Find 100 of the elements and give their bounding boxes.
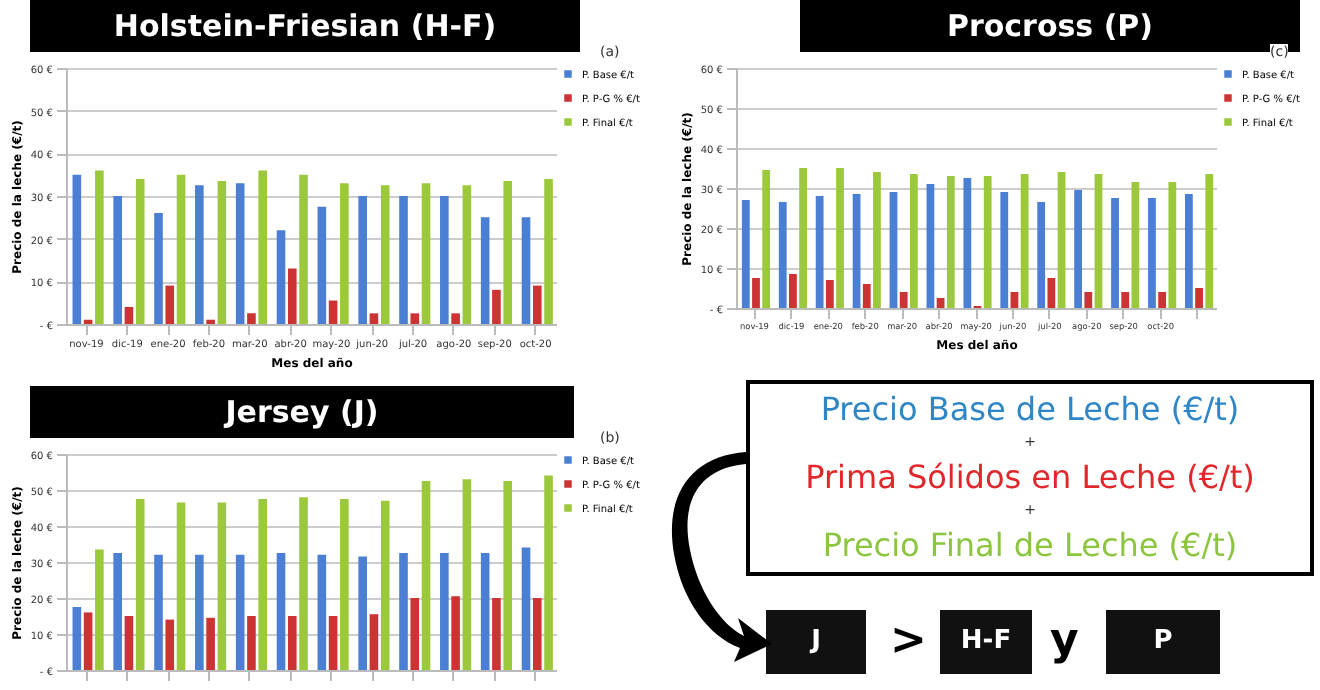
bar (480, 217, 490, 324)
bar (317, 206, 327, 324)
bar (889, 192, 898, 308)
bar (369, 313, 379, 324)
bar (421, 481, 431, 670)
bar (72, 607, 82, 670)
bar (799, 168, 807, 308)
bar (1168, 182, 1177, 308)
bar (317, 554, 327, 670)
bar (83, 612, 93, 670)
bar (154, 213, 163, 324)
bar (380, 500, 390, 670)
bar (124, 616, 134, 670)
bar (72, 174, 82, 324)
bar (299, 497, 308, 670)
bar (983, 176, 992, 308)
bar (836, 168, 844, 308)
bar (1000, 192, 1009, 308)
text: > (890, 614, 927, 670)
bar (235, 554, 245, 670)
bar (852, 194, 861, 308)
bar (544, 178, 553, 324)
bar (410, 598, 420, 670)
bar (217, 181, 227, 324)
bar (1184, 194, 1193, 308)
bar (521, 547, 531, 670)
bar (909, 174, 918, 308)
bar (1131, 182, 1140, 308)
bar (340, 499, 349, 670)
bar (492, 598, 501, 670)
bar (124, 306, 134, 324)
bar (963, 178, 972, 308)
bar (532, 285, 542, 324)
bar (113, 553, 122, 670)
bar (299, 174, 308, 324)
bar (328, 300, 338, 324)
bar (862, 284, 871, 308)
bar (440, 196, 449, 324)
bar (492, 289, 501, 324)
bar (503, 181, 513, 324)
bar (195, 185, 204, 324)
bar (532, 598, 542, 670)
bar (113, 196, 122, 324)
text: Precio Final de Leche (€/t) (820, 524, 1240, 568)
text: Precio Base de Leche (€/t) (818, 388, 1242, 432)
bar (762, 170, 771, 308)
bar (217, 502, 227, 670)
text: H-F (940, 610, 1032, 674)
bar (480, 553, 490, 670)
bar (946, 176, 955, 308)
bar (462, 479, 472, 670)
bar (1121, 292, 1130, 308)
bar (287, 268, 297, 324)
chart-title: Jersey (J) (30, 386, 574, 438)
chart-title: Procross (P) (946, 8, 1154, 44)
bar (1148, 198, 1156, 308)
bar (258, 499, 268, 670)
bar (1037, 202, 1046, 308)
bar (1074, 190, 1083, 308)
bar (521, 217, 531, 324)
bar (369, 614, 379, 670)
bar (462, 185, 472, 324)
bar (503, 481, 513, 670)
bar (873, 172, 881, 308)
bar (1111, 198, 1119, 308)
bar (815, 196, 824, 308)
text: P (1106, 610, 1220, 674)
bar (195, 554, 204, 670)
bar (276, 553, 286, 670)
bar (247, 313, 256, 324)
bar (154, 554, 163, 670)
bar (287, 616, 297, 670)
bar (1195, 288, 1203, 308)
bar (95, 170, 104, 324)
bar (340, 183, 349, 324)
bar (235, 183, 245, 324)
bar (825, 280, 834, 308)
bar (1010, 292, 1019, 308)
text: y (1050, 614, 1079, 670)
bar (1057, 172, 1066, 308)
bar (399, 553, 408, 670)
bar (258, 170, 268, 324)
bar (421, 183, 431, 324)
bar (1094, 174, 1103, 308)
bar (358, 556, 367, 670)
bar (358, 196, 367, 324)
bar (789, 274, 797, 308)
bar (276, 230, 286, 324)
bar (206, 617, 215, 670)
chart-title: Holstein-Friesian (H-F) (30, 0, 580, 52)
bar (936, 298, 945, 308)
bar (741, 200, 750, 308)
bar (778, 202, 787, 308)
bar (165, 619, 175, 670)
bar (95, 549, 104, 670)
bar (451, 596, 460, 670)
bar (165, 285, 175, 324)
bar (752, 278, 760, 308)
bar (1158, 292, 1167, 308)
bar (328, 616, 338, 670)
